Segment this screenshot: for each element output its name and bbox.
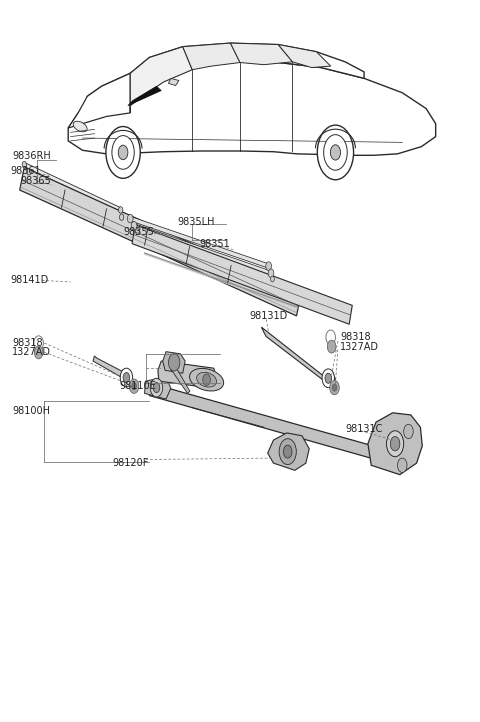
Circle shape: [127, 214, 133, 223]
Text: 98355: 98355: [123, 227, 154, 238]
Circle shape: [326, 330, 336, 344]
Ellipse shape: [197, 373, 216, 387]
Polygon shape: [134, 224, 271, 275]
Polygon shape: [137, 230, 273, 280]
Text: 98318: 98318: [12, 338, 43, 348]
Text: 9836RH: 9836RH: [12, 151, 50, 161]
Circle shape: [330, 380, 339, 395]
Circle shape: [268, 269, 274, 277]
Polygon shape: [149, 384, 383, 460]
Circle shape: [131, 222, 137, 230]
Text: 98365: 98365: [21, 176, 51, 186]
Polygon shape: [68, 74, 130, 128]
Circle shape: [119, 206, 123, 213]
Circle shape: [22, 162, 26, 168]
Polygon shape: [163, 352, 185, 373]
Circle shape: [153, 383, 160, 393]
Polygon shape: [128, 86, 161, 105]
Text: 1327AD: 1327AD: [12, 347, 51, 357]
Circle shape: [120, 368, 132, 387]
Polygon shape: [20, 168, 301, 316]
Circle shape: [150, 378, 163, 397]
Circle shape: [132, 383, 136, 390]
Ellipse shape: [73, 121, 87, 132]
Circle shape: [386, 431, 404, 456]
Polygon shape: [183, 43, 240, 70]
Circle shape: [397, 458, 407, 472]
Text: 98100H: 98100H: [12, 406, 50, 417]
Circle shape: [106, 126, 140, 178]
Circle shape: [324, 135, 347, 170]
Circle shape: [34, 336, 43, 350]
Text: 1327AD: 1327AD: [340, 342, 379, 352]
Circle shape: [129, 379, 139, 393]
Polygon shape: [144, 377, 171, 399]
Circle shape: [317, 125, 354, 180]
Text: 98141D: 98141D: [10, 275, 48, 284]
Polygon shape: [158, 361, 216, 388]
Text: 98361: 98361: [10, 166, 41, 176]
Circle shape: [118, 145, 128, 160]
Polygon shape: [130, 47, 192, 113]
Circle shape: [27, 169, 31, 175]
Polygon shape: [132, 225, 352, 324]
Circle shape: [279, 439, 296, 464]
Text: 98318: 98318: [340, 332, 371, 342]
Circle shape: [203, 374, 210, 386]
Polygon shape: [278, 45, 331, 68]
Circle shape: [404, 425, 413, 439]
Polygon shape: [130, 217, 269, 268]
Circle shape: [34, 346, 43, 359]
Text: 9835LH: 9835LH: [177, 217, 215, 227]
Text: 98351: 98351: [199, 239, 230, 249]
Polygon shape: [93, 356, 130, 383]
Text: 98110E: 98110E: [120, 381, 156, 391]
Polygon shape: [368, 413, 422, 474]
Polygon shape: [168, 79, 179, 85]
Circle shape: [112, 136, 134, 169]
Polygon shape: [268, 433, 309, 470]
Text: 98131C: 98131C: [345, 424, 383, 434]
Circle shape: [266, 262, 272, 270]
Polygon shape: [29, 170, 122, 219]
Circle shape: [330, 145, 340, 160]
Circle shape: [325, 373, 332, 383]
Polygon shape: [68, 61, 436, 155]
Polygon shape: [230, 43, 292, 65]
Circle shape: [120, 214, 124, 220]
Circle shape: [123, 373, 130, 383]
Polygon shape: [171, 367, 190, 393]
Circle shape: [332, 384, 337, 391]
Circle shape: [168, 354, 180, 371]
Polygon shape: [262, 327, 336, 388]
Circle shape: [135, 229, 139, 235]
Text: 98120F: 98120F: [112, 458, 148, 468]
Ellipse shape: [190, 368, 224, 391]
Polygon shape: [130, 43, 364, 79]
Text: 98131D: 98131D: [250, 311, 288, 321]
Circle shape: [271, 276, 275, 282]
Polygon shape: [24, 162, 121, 212]
Circle shape: [390, 437, 400, 451]
Circle shape: [283, 445, 292, 458]
Circle shape: [327, 340, 336, 353]
Circle shape: [322, 369, 335, 388]
